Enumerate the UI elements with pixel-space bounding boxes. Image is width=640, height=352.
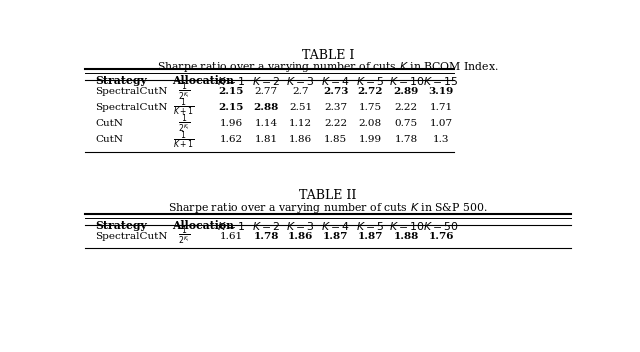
Text: Allocation: Allocation	[172, 75, 234, 86]
Text: 1.87: 1.87	[358, 232, 383, 240]
Text: $K=5$: $K=5$	[356, 75, 385, 87]
Text: 1.85: 1.85	[324, 135, 347, 144]
Text: Allocation: Allocation	[172, 220, 234, 231]
Text: 2.37: 2.37	[324, 103, 347, 112]
Text: $K=15$: $K=15$	[424, 75, 459, 87]
Text: 1.75: 1.75	[358, 103, 381, 112]
Text: $K=10$: $K=10$	[388, 220, 424, 232]
Text: $\frac{1}{2^{K_i}}$: $\frac{1}{2^{K_i}}$	[178, 80, 190, 103]
Text: $K=3$: $K=3$	[287, 75, 315, 87]
Text: 1.86: 1.86	[289, 135, 312, 144]
Text: $K=3$: $K=3$	[287, 220, 315, 232]
Text: $K=1$: $K=1$	[217, 75, 246, 87]
Text: 2.51: 2.51	[289, 103, 312, 112]
Text: 1.3: 1.3	[433, 135, 449, 144]
Text: $K=4$: $K=4$	[321, 220, 350, 232]
Text: TABLE I: TABLE I	[302, 49, 354, 62]
Text: 1.07: 1.07	[429, 119, 452, 128]
Text: 1.86: 1.86	[288, 232, 314, 240]
Text: 1.81: 1.81	[255, 135, 278, 144]
Text: 1.61: 1.61	[220, 232, 243, 240]
Text: 2.72: 2.72	[357, 87, 383, 96]
Text: 1.88: 1.88	[394, 232, 419, 240]
Text: CutN: CutN	[95, 119, 123, 128]
Text: 1.78: 1.78	[253, 232, 278, 240]
Text: CutN: CutN	[95, 135, 123, 144]
Text: 2.77: 2.77	[255, 87, 278, 96]
Text: $\frac{1}{2^{K_i}}$: $\frac{1}{2^{K_i}}$	[178, 112, 190, 135]
Text: Sharpe ratio over a varying number of cuts $K$ in S&P 500.: Sharpe ratio over a varying number of cu…	[168, 201, 488, 215]
Text: 2.73: 2.73	[323, 87, 348, 96]
Text: 1.87: 1.87	[323, 232, 348, 240]
Text: 2.15: 2.15	[219, 103, 244, 112]
Text: Strategy: Strategy	[95, 220, 147, 231]
Text: 1.12: 1.12	[289, 119, 312, 128]
Text: $K=50$: $K=50$	[423, 220, 459, 232]
Text: SpectralCutN: SpectralCutN	[95, 87, 168, 96]
Text: SpectralCutN: SpectralCutN	[95, 232, 168, 240]
Text: 2.88: 2.88	[253, 103, 278, 112]
Text: 2.89: 2.89	[394, 87, 419, 96]
Text: $K=5$: $K=5$	[356, 220, 385, 232]
Text: 2.22: 2.22	[395, 103, 418, 112]
Text: $\frac{1}{K+1}$: $\frac{1}{K+1}$	[173, 96, 195, 118]
Text: $\frac{1}{K+1}$: $\frac{1}{K+1}$	[173, 129, 195, 151]
Text: 2.08: 2.08	[358, 119, 381, 128]
Text: 1.99: 1.99	[358, 135, 381, 144]
Text: Strategy: Strategy	[95, 75, 147, 86]
Text: $K=4$: $K=4$	[321, 75, 350, 87]
Text: $\frac{1}{2^{K_i}}$: $\frac{1}{2^{K_i}}$	[178, 225, 190, 247]
Text: $K=2$: $K=2$	[252, 220, 280, 232]
Text: $K=1$: $K=1$	[217, 220, 246, 232]
Text: 2.22: 2.22	[324, 119, 347, 128]
Text: 1.76: 1.76	[428, 232, 454, 240]
Text: 3.19: 3.19	[428, 87, 454, 96]
Text: 1.62: 1.62	[220, 135, 243, 144]
Text: 2.15: 2.15	[219, 87, 244, 96]
Text: $K=2$: $K=2$	[252, 75, 280, 87]
Text: 2.7: 2.7	[292, 87, 309, 96]
Text: SpectralCutN: SpectralCutN	[95, 103, 168, 112]
Text: 0.75: 0.75	[395, 119, 418, 128]
Text: 1.14: 1.14	[255, 119, 278, 128]
Text: TABLE II: TABLE II	[300, 189, 356, 202]
Text: $K=10$: $K=10$	[388, 75, 424, 87]
Text: 1.71: 1.71	[429, 103, 452, 112]
Text: Sharpe ratio over a varying number of cuts $K$ in BCOM Index.: Sharpe ratio over a varying number of cu…	[157, 60, 499, 74]
Text: 1.78: 1.78	[395, 135, 418, 144]
Text: 1.96: 1.96	[220, 119, 243, 128]
